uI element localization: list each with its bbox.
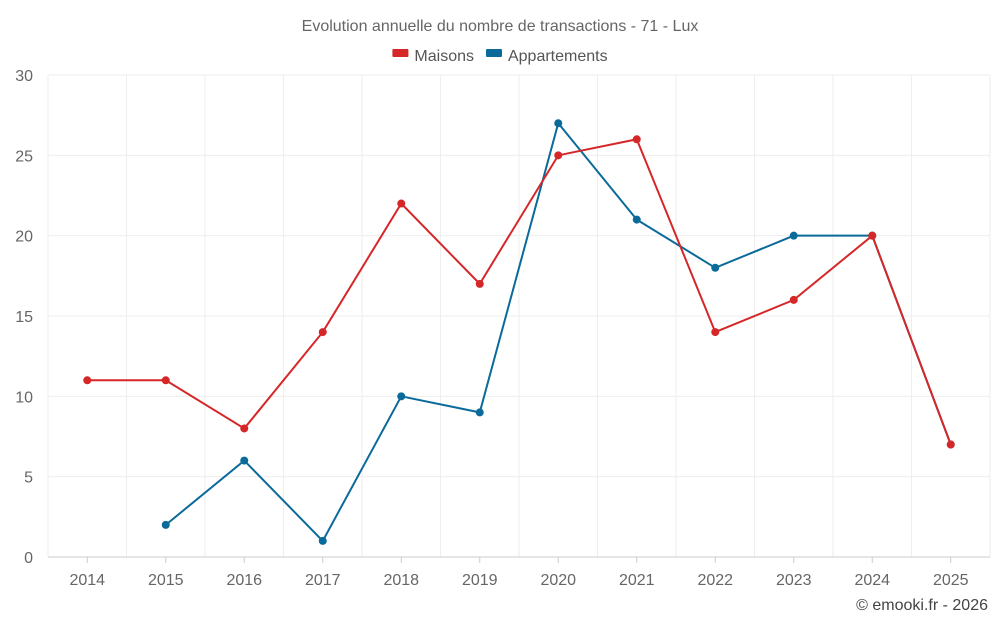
data-point-appartements	[240, 456, 249, 465]
x-tick-label: 2025	[933, 572, 969, 589]
y-tick-label: 15	[15, 309, 33, 326]
data-point-appartements	[711, 263, 720, 272]
series-maisons	[83, 135, 955, 449]
data-point-appartements	[789, 231, 798, 240]
series-group	[83, 119, 955, 545]
data-point-appartements	[318, 536, 327, 545]
data-point-appartements	[397, 392, 406, 401]
legend-label: Appartements	[508, 48, 608, 65]
gridlines	[47, 74, 991, 557]
y-tick-label: 10	[15, 389, 33, 406]
x-tick-label: 2019	[462, 572, 498, 589]
x-axis: 2014 2015 2016 2017 2018 2019 2020 2021 2022 2023…	[48, 556, 990, 589]
y-tick-label: 5	[24, 470, 33, 487]
legend-swatch	[485, 49, 502, 57]
x-tick-label: 2023	[776, 572, 812, 589]
y-tick-label: 30	[15, 68, 33, 85]
data-point-appartements	[475, 408, 484, 417]
data-point-appartements	[554, 119, 563, 128]
series-line-maisons	[87, 138, 952, 445]
x-tick-label: 2021	[619, 572, 655, 589]
data-point-maisons	[240, 424, 249, 433]
chart-title: Evolution annuelle du nombre de transact…	[302, 18, 699, 35]
x-tick-label: 2018	[383, 572, 419, 589]
data-point-maisons	[161, 376, 170, 385]
x-tick-label: 2020	[540, 572, 576, 589]
data-point-appartements	[632, 215, 641, 224]
data-point-maisons	[397, 199, 406, 208]
x-tick-label: 2017	[305, 572, 341, 589]
x-tick-label: 2015	[148, 572, 184, 589]
x-tick-label: 2014	[69, 572, 105, 589]
data-point-appartements	[161, 520, 170, 529]
data-point-maisons	[632, 135, 641, 144]
legend-swatch	[392, 49, 409, 57]
data-point-maisons	[318, 328, 327, 337]
x-tick-label: 2016	[226, 572, 262, 589]
y-tick-label: 25	[15, 148, 33, 165]
y-tick-label: 0	[24, 550, 33, 567]
x-tick-label: 2024	[854, 572, 890, 589]
y-axis: 0 5 10 15 20 25 30	[15, 68, 33, 567]
data-point-maisons	[946, 440, 955, 449]
data-point-maisons	[83, 376, 92, 385]
x-tick-label: 2022	[697, 572, 733, 589]
data-point-maisons	[475, 279, 484, 288]
legend: Maisons Appartements	[392, 48, 608, 65]
legend-label: Maisons	[414, 48, 474, 65]
copyright-credit: © emooki.fr - 2026	[856, 597, 988, 614]
data-point-maisons	[868, 231, 877, 240]
series-appartements	[161, 119, 955, 545]
data-point-maisons	[554, 151, 563, 160]
data-point-maisons	[789, 295, 798, 304]
y-tick-label: 20	[15, 229, 33, 246]
data-point-maisons	[711, 328, 720, 337]
